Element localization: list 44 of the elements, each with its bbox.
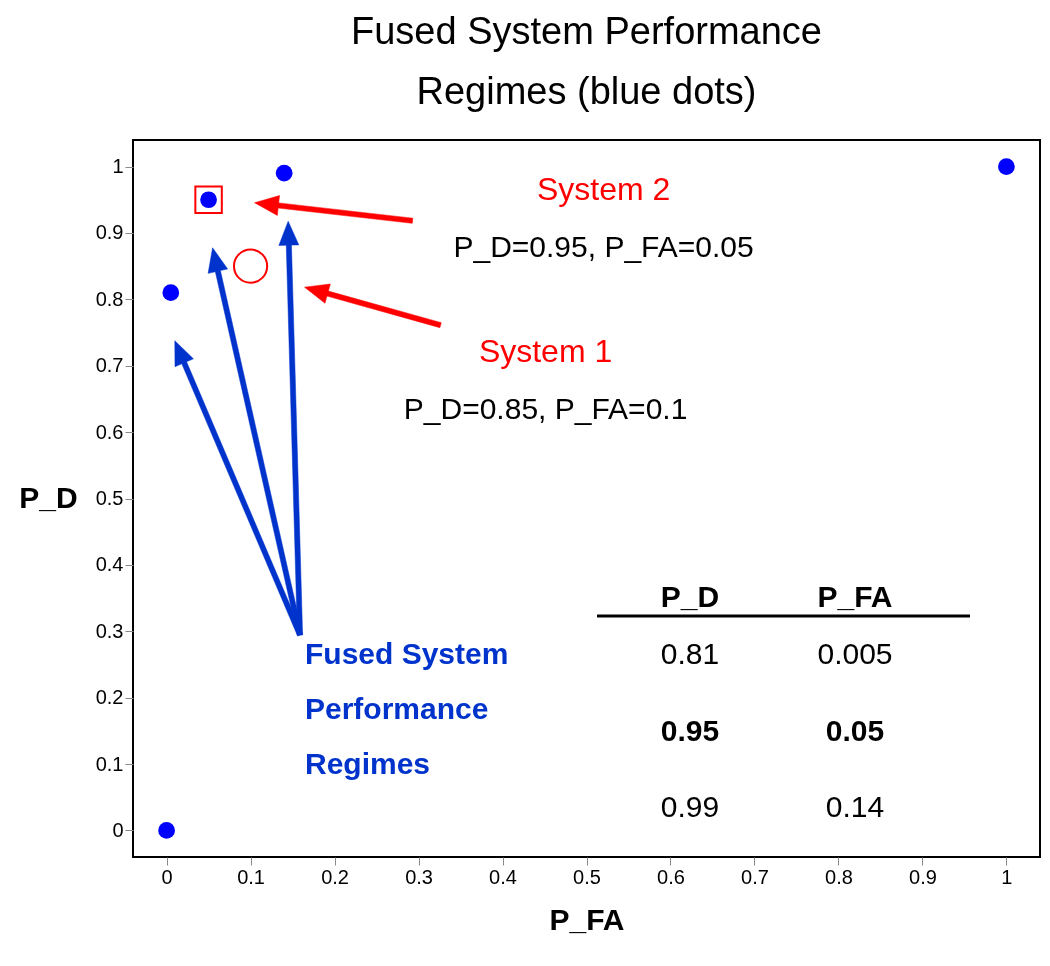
x-tick-label: 0.9 [909, 865, 937, 888]
y-axis-title: P_D [660, 580, 720, 613]
annotation: 0.05 [825, 714, 885, 747]
x-tick-label: 0.3 [405, 865, 433, 888]
point [158, 822, 175, 839]
y-tick-label: 0.7 [95, 354, 124, 377]
y-tick-label: 1 [112, 155, 124, 178]
annotation: 0.14 [825, 790, 885, 823]
point [275, 164, 293, 182]
point [232, 248, 269, 284]
point [162, 284, 180, 302]
x-tick-label: 0.7 [741, 865, 769, 888]
x-tick-label: 0.8 [825, 865, 853, 888]
x-tick-label: 1 [1001, 865, 1013, 888]
y-tick-label: 0 [112, 818, 124, 841]
chart-title: Fused System Performance Regimes (blue dots) [351, 10, 822, 112]
annotation: 0.81 [660, 637, 720, 670]
annotation: P_D=0.95, P_FA=0.05 [453, 229, 754, 263]
point [194, 185, 223, 214]
text: System 1 [478, 333, 613, 370]
point [998, 158, 1015, 175]
x-tick-label: 0.5 [573, 865, 601, 888]
y-tick-label: 0.5 [95, 487, 124, 509]
x-tick-label: 0 [161, 865, 173, 888]
text: P_D [19, 481, 78, 514]
y-tick-label: 0.3 [95, 619, 124, 642]
annotation: 0.005 [817, 637, 893, 670]
y-tick-label: 0.2 [95, 686, 124, 709]
y-tick-label: 0.9 [95, 221, 124, 244]
text: P_FA [549, 902, 625, 936]
x-tick-label: 0.4 [489, 865, 517, 888]
text: System 2 [536, 170, 671, 207]
x-tick-label: 0.6 [657, 865, 685, 888]
x-axis-title: P_FA [817, 580, 893, 613]
y-tick-label: 0.8 [95, 287, 124, 310]
y-tick-label: 0.1 [95, 752, 124, 775]
x-tick-label: 0.1 [237, 865, 265, 888]
annotation: 0.99 [660, 790, 720, 823]
y-tick-label: 0.4 [95, 553, 124, 576]
x-tick-label: 0.2 [321, 865, 349, 888]
annotation: Fused System Performance Regimes [305, 637, 509, 780]
y-tick-label: 0.6 [95, 420, 124, 443]
annotation: 0.95 [660, 714, 720, 747]
annotation: P_D=0.85, P_FA=0.1 [403, 392, 688, 426]
